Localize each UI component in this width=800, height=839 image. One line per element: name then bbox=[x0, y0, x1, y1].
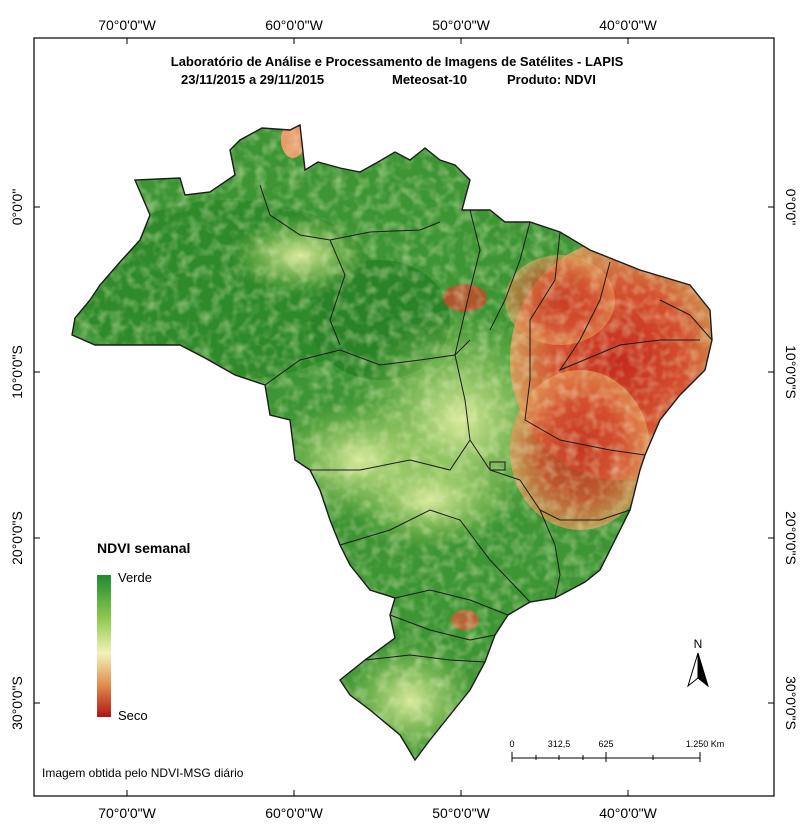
lat-label-left-20s: 20°0'0"S bbox=[9, 511, 25, 565]
north-arrow-label: N bbox=[694, 637, 703, 651]
lat-label-right-30s: 30°0'0"S bbox=[783, 676, 799, 730]
lat-label-left-0: 0°0'0" bbox=[9, 189, 25, 226]
lon-label-bottom-50w: 50°0'0"W bbox=[432, 805, 490, 821]
lon-label-bottom-70w: 70°0'0"W bbox=[98, 805, 156, 821]
header-title: Laboratório de Análise e Processamento d… bbox=[171, 54, 624, 69]
lon-label-top-50w: 50°0'0"W bbox=[432, 17, 490, 33]
lon-label-bottom-40w: 40°0'0"W bbox=[599, 805, 657, 821]
north-arrow: N bbox=[687, 637, 709, 688]
lat-label-left-30s: 30°0'0"S bbox=[9, 676, 25, 730]
state-borders bbox=[71, 123, 713, 762]
lat-label-left-10s: 10°0'0"S bbox=[9, 345, 25, 399]
legend-color-ramp bbox=[97, 575, 111, 717]
header-satellite: Meteosat-10 bbox=[392, 72, 467, 87]
legend-title: NDVI semanal bbox=[97, 540, 190, 556]
lon-label-top-70w: 70°0'0"W bbox=[98, 17, 156, 33]
legend-low-label: Seco bbox=[118, 708, 148, 723]
lat-label-right-20s: 20°0'0"S bbox=[783, 511, 799, 565]
scale-bar: 0 312,5 625 1.250 Km bbox=[509, 739, 724, 762]
lon-label-bottom-60w: 60°0'0"W bbox=[265, 805, 323, 821]
lon-label-top-40w: 40°0'0"W bbox=[599, 17, 657, 33]
lon-label-top-60w: 60°0'0"W bbox=[265, 17, 323, 33]
footer-note: Imagem obtida pelo NDVI-MSG diário bbox=[42, 766, 244, 780]
scale-label-312: 312,5 bbox=[548, 739, 571, 749]
header-date-range: 23/11/2015 a 29/11/2015 bbox=[181, 72, 324, 87]
lat-label-right-10s: 10°0'0"S bbox=[783, 345, 799, 399]
scale-label-625: 625 bbox=[598, 739, 613, 749]
graticule-ticks bbox=[34, 38, 774, 796]
legend-high-label: Verde bbox=[118, 570, 152, 585]
header-product: Produto: NDVI bbox=[507, 72, 596, 87]
lat-label-right-0: 0°0'0" bbox=[783, 189, 799, 226]
north-arrow-right-half bbox=[697, 652, 709, 688]
scale-label-1250: 1.250 Km bbox=[686, 739, 725, 749]
scale-label-0: 0 bbox=[509, 739, 514, 749]
